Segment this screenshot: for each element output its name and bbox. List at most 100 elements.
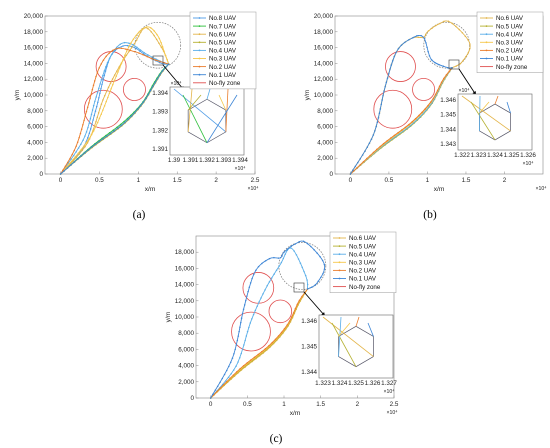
inset-y-tick-label: 1.346 xyxy=(440,97,456,104)
no-fly-zone xyxy=(122,78,146,101)
series-point xyxy=(125,50,128,52)
series-point xyxy=(108,57,111,60)
x-tick-label: 1.5 xyxy=(173,177,182,184)
series-point xyxy=(248,286,251,288)
series-point xyxy=(125,48,127,50)
series-point xyxy=(414,117,417,120)
series-point xyxy=(82,139,84,141)
series-point xyxy=(375,125,377,128)
x-tick-label: 2 xyxy=(214,177,218,184)
series-point xyxy=(459,63,461,65)
series-point xyxy=(252,313,255,316)
series-point xyxy=(438,63,440,66)
series-point xyxy=(366,157,368,160)
series-point xyxy=(153,34,155,37)
series-point xyxy=(158,42,160,45)
series-point xyxy=(411,120,414,123)
series-point xyxy=(80,143,82,145)
series-point xyxy=(235,371,238,373)
series-point xyxy=(451,22,454,25)
series-point xyxy=(138,52,140,54)
series-point xyxy=(430,59,433,61)
series-point xyxy=(98,67,100,69)
series-point xyxy=(393,134,396,137)
series-point xyxy=(229,377,231,380)
series-point xyxy=(105,135,108,137)
series-point xyxy=(349,173,352,175)
series-point xyxy=(372,134,375,136)
legend-label: No.1 UAV xyxy=(496,56,524,63)
series-point xyxy=(112,83,114,86)
legend-label: No-fly zone xyxy=(209,80,241,87)
series-point xyxy=(103,94,106,97)
inset-y-tick-label: 1.344 xyxy=(301,369,317,376)
series-point xyxy=(424,33,427,36)
series-point xyxy=(264,348,267,350)
series-point xyxy=(103,70,106,72)
series-point xyxy=(239,326,241,328)
series-point xyxy=(92,119,94,121)
series-point xyxy=(246,330,249,333)
series-point xyxy=(299,262,302,264)
y-tick-label: 4,000 xyxy=(178,363,194,370)
series-point xyxy=(153,30,155,32)
series-point xyxy=(286,248,289,250)
series-point xyxy=(81,149,84,152)
series-point xyxy=(93,80,96,82)
series-point xyxy=(95,120,97,123)
chart-panel-1: 0 2,000 4,000 6,000 8,000 10,000 12,000 14,000 1… xyxy=(14,11,260,221)
series-point xyxy=(378,112,381,115)
series-point xyxy=(421,111,423,114)
series-point xyxy=(73,161,76,163)
series-point xyxy=(209,397,212,399)
series-point xyxy=(250,359,252,361)
legend-marker xyxy=(198,65,201,68)
panel-caption: (a) xyxy=(133,209,146,221)
series-point xyxy=(255,269,257,272)
series-point xyxy=(420,34,422,37)
y-tick-label: 12,000 xyxy=(314,76,334,83)
series-point xyxy=(83,152,86,154)
series-point xyxy=(150,57,153,60)
series-point xyxy=(216,385,219,388)
series-point xyxy=(94,125,97,128)
series-point xyxy=(98,97,100,99)
series-point xyxy=(411,37,414,39)
series-point xyxy=(69,157,71,160)
series-point xyxy=(105,90,108,93)
series-point xyxy=(236,339,239,342)
series-point xyxy=(163,63,165,65)
series-point xyxy=(374,130,376,132)
legend-label: No.6 UAV xyxy=(349,235,377,242)
y-tick-label: 16,000 xyxy=(175,265,195,272)
series-point xyxy=(446,66,449,69)
inset-series-line xyxy=(479,101,490,114)
series-point xyxy=(241,348,244,350)
x-axis-label: x/m xyxy=(290,410,301,417)
series-point xyxy=(244,339,246,342)
inset-series-line xyxy=(494,95,499,105)
x-tick-label: 1.5 xyxy=(316,401,325,408)
x-axis-label: x/m xyxy=(434,186,445,193)
series-point xyxy=(106,61,109,64)
series-point xyxy=(127,118,129,121)
series-point xyxy=(366,146,368,148)
series-point xyxy=(246,362,248,364)
series-point xyxy=(66,161,69,164)
series-point xyxy=(227,376,230,379)
series-point xyxy=(163,50,165,52)
series-point xyxy=(88,102,90,104)
series-point xyxy=(70,158,72,161)
series-point xyxy=(424,108,426,110)
inset-series-line xyxy=(355,316,360,327)
series-point xyxy=(268,257,271,260)
series-point xyxy=(77,147,80,149)
series-point xyxy=(149,89,152,92)
series-point xyxy=(442,65,445,67)
inset-y-tick-label: 1.345 xyxy=(440,112,456,119)
series-point xyxy=(306,279,308,281)
series-point xyxy=(240,352,243,355)
series-point xyxy=(247,290,249,293)
series-point xyxy=(434,61,436,64)
